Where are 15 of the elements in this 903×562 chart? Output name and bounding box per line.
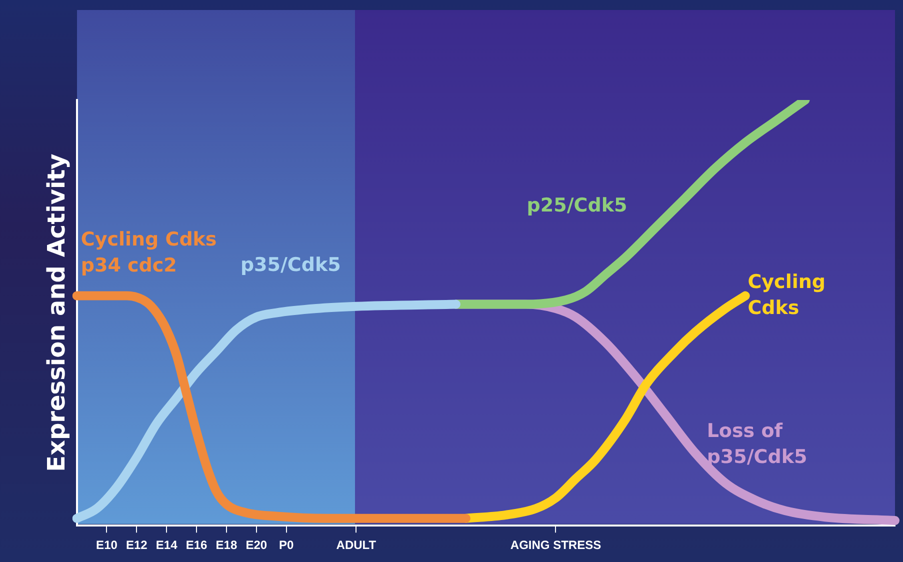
x-tick-label: ADULT [336,538,377,552]
x-tick-label: E20 [246,538,268,552]
x-tick-label: E16 [186,538,208,552]
x-tick-label: P0 [278,538,294,552]
series-label: p25/Cdk5 [526,194,628,216]
x-tick-label: E14 [156,538,178,552]
x-tick-label: AGING STRESS [510,538,602,552]
x-tick-label: E10 [96,538,118,552]
series-label: Cycling Cdks [748,270,826,319]
y-axis-title: Expression and Activity [42,153,71,472]
x-tick-label: E18 [216,538,238,552]
series-label: p35/Cdk5 [240,254,341,276]
x-tick-label: E12 [126,538,148,552]
series-label: Loss of p35/Cdk5 [706,420,808,468]
series-label: Cycling Cdks p34 cdc2 [80,228,217,276]
